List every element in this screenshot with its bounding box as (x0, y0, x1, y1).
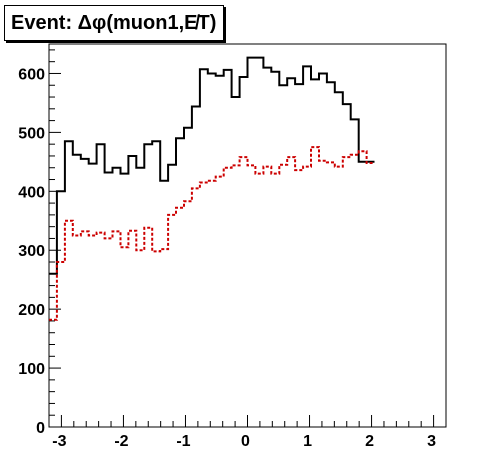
y-tick-label: 0 (36, 420, 45, 437)
series-red-dashed-histogram (49, 146, 375, 321)
y-tick-label: 100 (18, 361, 45, 378)
x-tick-label: 3 (427, 433, 436, 450)
x-tick-label: 2 (365, 433, 374, 450)
series-black-histogram (49, 56, 375, 275)
y-tick-label: 400 (18, 184, 45, 201)
x-tick-label: -1 (176, 433, 190, 450)
x-tick-label: -3 (52, 433, 66, 450)
x-tick-label: -2 (114, 433, 128, 450)
x-tick-label: 1 (303, 433, 312, 450)
chart-title: Event: Δφ(muon1,E̸T) (4, 5, 224, 41)
x-tick-label: 0 (241, 433, 250, 450)
y-tick-label: 600 (18, 66, 45, 83)
y-tick-label: 200 (18, 302, 45, 319)
y-tick-label: 500 (18, 125, 45, 142)
y-tick-label: 300 (18, 243, 45, 260)
plot-frame (48, 43, 447, 428)
